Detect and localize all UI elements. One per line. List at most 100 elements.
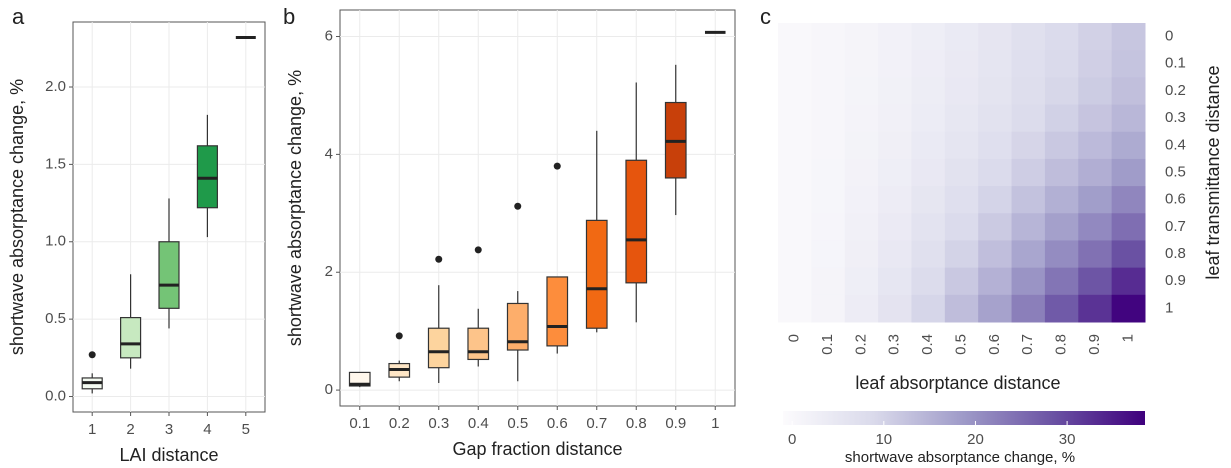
outlier [395, 332, 403, 340]
heat-cell [944, 186, 979, 214]
heat-cell [778, 23, 812, 51]
heat-cell [978, 77, 1013, 106]
heat-cell [844, 23, 879, 51]
plot-panel [339, 9, 736, 407]
heat-cell [1078, 23, 1113, 51]
x-tick-label: 0.3 [886, 334, 903, 355]
heat-cell [1078, 104, 1113, 133]
y-axis-title: leaf transmittance distance [1203, 65, 1223, 279]
heat-cell [944, 267, 979, 296]
x-tick-label: 0.8 [626, 415, 647, 432]
heat-cell [811, 23, 846, 51]
box [427, 327, 450, 369]
heat-cell [944, 213, 979, 241]
heat-cell [1111, 50, 1146, 78]
heat-cell [778, 240, 812, 269]
heat-cell [1011, 158, 1046, 187]
heat-cell [978, 294, 1013, 323]
heat-cell [978, 50, 1013, 78]
x-tick-label: 2 [126, 421, 134, 438]
x-tick-label: 0.2 [389, 415, 410, 432]
outlier [514, 202, 522, 210]
y-tick-label: 0 [325, 381, 333, 398]
x-tick-label: 0.2 [852, 334, 869, 355]
heat-cell [1044, 213, 1079, 241]
heat-cell [1044, 294, 1079, 323]
heat-cell [911, 267, 946, 296]
heat-cell [911, 77, 946, 106]
heat-cell [1111, 104, 1146, 133]
heat-cell [911, 23, 946, 51]
heat-cell [1078, 131, 1113, 160]
heat-cell [844, 186, 879, 214]
outlier [553, 162, 561, 170]
x-tick-label: 0.5 [952, 334, 969, 355]
heat-cell [878, 267, 912, 296]
heat-cell [1011, 240, 1046, 269]
heat-cell [1111, 158, 1146, 187]
y-tick-label: 0.0 [45, 387, 66, 404]
heat-cell [844, 294, 879, 323]
y-tick-label: 1.0 [45, 233, 66, 250]
x-tick-label: 0.1 [349, 415, 370, 432]
heat-cell [944, 294, 979, 323]
y-tick-label: 0.2 [1165, 82, 1186, 99]
x-tick-label: 0.7 [1019, 334, 1036, 355]
heat-cell [844, 77, 879, 106]
box [546, 276, 569, 347]
heat-cell [778, 294, 812, 323]
heat-cell [1111, 267, 1146, 296]
x-axis-title: LAI distance [119, 445, 218, 465]
heat-cell [978, 104, 1013, 133]
heat-cell [1078, 50, 1113, 78]
heat-cell [878, 186, 912, 214]
heat-cell [778, 158, 812, 187]
heat-cell [878, 294, 912, 323]
heat-cell [844, 213, 879, 241]
heat-cell [1011, 186, 1046, 214]
heat-cell [878, 158, 912, 187]
y-tick-label: 4 [325, 145, 333, 162]
heat-cell [878, 104, 912, 133]
heat-cell [811, 158, 846, 187]
y-tick-label: 2.0 [45, 78, 66, 95]
box [196, 145, 218, 209]
heat-cell [778, 50, 812, 78]
heat-cell [911, 240, 946, 269]
colorbar [783, 411, 1145, 425]
heat-cell [1044, 50, 1079, 78]
outlier [474, 246, 482, 254]
heat-cell [1111, 213, 1146, 241]
heat-cell [1011, 104, 1046, 133]
heat-cell [1044, 186, 1079, 214]
heat-cell [844, 50, 879, 78]
y-tick-label: 0.1 [1165, 55, 1186, 72]
heat-cell [944, 131, 979, 160]
box [120, 316, 142, 359]
colorbar-tick-label: 20 [967, 431, 984, 448]
y-tick-label: 0.3 [1165, 109, 1186, 126]
outlier [88, 351, 96, 359]
heat-cell [878, 131, 912, 160]
heat-cell [811, 213, 846, 241]
x-tick-label: 1 [88, 421, 96, 438]
heat-cell [878, 77, 912, 106]
heat-cell [1111, 131, 1146, 160]
heat-cell [811, 131, 846, 160]
heat-cell [1044, 77, 1079, 106]
heat-cell [1011, 294, 1046, 323]
x-tick-label: 0 [786, 334, 803, 342]
heat-cell [878, 50, 912, 78]
heat-cell [944, 240, 979, 269]
x-tick-label: 0.6 [986, 334, 1003, 355]
colorbar-tick-label: 0 [788, 431, 796, 448]
colorbar-tick-label: 30 [1059, 431, 1076, 448]
x-tick-label: 0.3 [428, 415, 449, 432]
y-tick-label: 1.5 [45, 155, 66, 172]
x-tick-label: 1 [1119, 334, 1136, 342]
heat-cell [1044, 104, 1079, 133]
heat-cell [1044, 23, 1079, 51]
x-axis-title: Gap fraction distance [452, 439, 622, 459]
y-tick-label: 0.4 [1165, 136, 1186, 153]
